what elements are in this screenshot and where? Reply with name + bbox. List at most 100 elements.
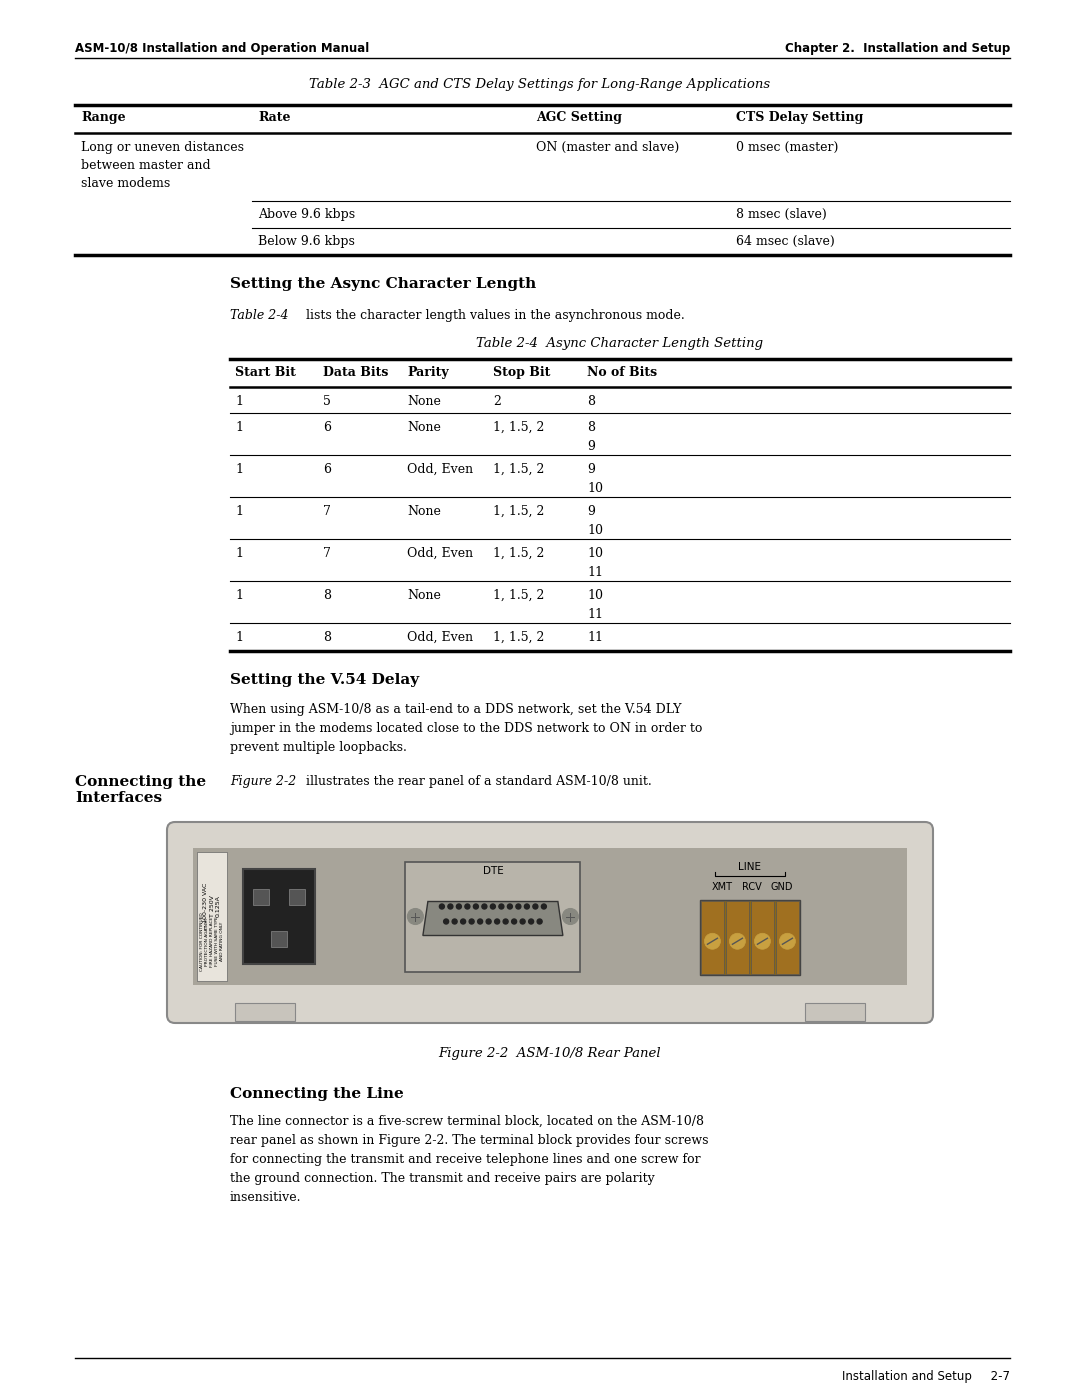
Circle shape: [473, 904, 478, 909]
Text: 10
11: 10 11: [588, 548, 603, 578]
Text: When using ASM-10/8 as a tail-end to a DDS network, set the V.54 DLY
jumper in t: When using ASM-10/8 as a tail-end to a D…: [230, 703, 702, 754]
Circle shape: [486, 919, 491, 923]
Text: Setting the Async Character Length: Setting the Async Character Length: [230, 277, 537, 291]
Bar: [805, 1003, 865, 1021]
Circle shape: [729, 933, 745, 949]
Text: 6: 6: [323, 420, 330, 434]
Text: Above 9.6 kbps: Above 9.6 kbps: [258, 208, 355, 221]
Text: 8: 8: [323, 631, 330, 644]
Text: Start Bit: Start Bit: [235, 366, 296, 379]
Text: Setting the V.54 Delay: Setting the V.54 Delay: [230, 673, 419, 687]
Text: 1, 1.5, 2: 1, 1.5, 2: [492, 462, 544, 476]
Text: Table 2-3  AGC and CTS Delay Settings for Long-Range Applications: Table 2-3 AGC and CTS Delay Settings for…: [310, 78, 770, 91]
Text: Parity: Parity: [407, 366, 448, 379]
Text: 2: 2: [492, 395, 501, 408]
Text: Below 9.6 kbps: Below 9.6 kbps: [258, 235, 355, 249]
Circle shape: [512, 919, 516, 923]
Text: Installation and Setup     2-7: Installation and Setup 2-7: [842, 1370, 1010, 1383]
Circle shape: [464, 904, 470, 909]
Text: CAUTION: FOR CONTINUED
PROTECTION AGAINST
FIRE HAZARD REPLACE
FUSE WITH SAME TYP: CAUTION: FOR CONTINUED PROTECTION AGAINS…: [200, 912, 224, 971]
Bar: [405, 862, 580, 971]
Bar: [289, 888, 305, 904]
Circle shape: [563, 908, 579, 925]
Text: 10
11: 10 11: [588, 590, 603, 620]
Text: Rate: Rate: [258, 110, 291, 124]
Circle shape: [477, 919, 483, 923]
Text: Stop Bit: Stop Bit: [492, 366, 551, 379]
Text: 1: 1: [235, 590, 243, 602]
Circle shape: [537, 919, 542, 923]
Text: 7: 7: [323, 504, 330, 518]
Text: LINE: LINE: [739, 862, 761, 872]
Text: illustrates the rear panel of a standard ASM-10/8 unit.: illustrates the rear panel of a standard…: [302, 775, 651, 788]
Text: Odd, Even: Odd, Even: [407, 462, 473, 476]
Circle shape: [780, 933, 795, 949]
Text: 64 msec (slave): 64 msec (slave): [735, 235, 835, 249]
Bar: [726, 901, 748, 974]
Text: Chapter 2.  Installation and Setup: Chapter 2. Installation and Setup: [785, 42, 1010, 54]
Bar: [253, 888, 269, 904]
Text: Odd, Even: Odd, Even: [407, 548, 473, 560]
Circle shape: [541, 904, 546, 909]
Text: Data Bits: Data Bits: [323, 366, 389, 379]
Circle shape: [516, 904, 521, 909]
Text: 8: 8: [323, 590, 330, 602]
Bar: [775, 901, 799, 974]
Text: 1: 1: [235, 420, 243, 434]
Text: None: None: [407, 590, 441, 602]
Circle shape: [453, 919, 457, 923]
Circle shape: [457, 904, 461, 909]
Circle shape: [503, 919, 508, 923]
Polygon shape: [423, 901, 563, 936]
Text: 1: 1: [235, 395, 243, 408]
Bar: [271, 930, 287, 947]
Text: XMT: XMT: [712, 882, 732, 893]
Text: DTE: DTE: [483, 866, 503, 876]
Text: RCV: RCV: [742, 882, 761, 893]
Text: 5: 5: [323, 395, 330, 408]
Text: Connecting the
Interfaces: Connecting the Interfaces: [75, 775, 206, 805]
Circle shape: [495, 919, 500, 923]
Circle shape: [490, 904, 496, 909]
Text: Range: Range: [81, 110, 125, 124]
Circle shape: [528, 919, 534, 923]
Text: None: None: [407, 504, 441, 518]
Text: The line connector is a five-screw terminal block, located on the ASM-10/8
rear : The line connector is a five-screw termi…: [230, 1115, 708, 1204]
Text: 1, 1.5, 2: 1, 1.5, 2: [492, 631, 544, 644]
Text: Long or uneven distances
between master and
slave modems: Long or uneven distances between master …: [81, 141, 244, 190]
Bar: [243, 869, 315, 964]
Circle shape: [704, 933, 720, 949]
Circle shape: [461, 919, 465, 923]
Circle shape: [448, 904, 453, 909]
Circle shape: [407, 908, 423, 925]
Text: ON (master and slave): ON (master and slave): [536, 141, 679, 154]
Circle shape: [482, 904, 487, 909]
Text: Connecting the Line: Connecting the Line: [230, 1087, 404, 1101]
Bar: [193, 848, 907, 985]
Text: 1, 1.5, 2: 1, 1.5, 2: [492, 420, 544, 434]
Text: Figure 2-2: Figure 2-2: [230, 775, 296, 788]
Text: Table 2-4  Async Character Length Setting: Table 2-4 Async Character Length Setting: [476, 337, 764, 351]
Text: 6: 6: [323, 462, 330, 476]
Text: No of Bits: No of Bits: [588, 366, 657, 379]
Text: 1, 1.5, 2: 1, 1.5, 2: [492, 504, 544, 518]
Text: 1: 1: [235, 504, 243, 518]
Circle shape: [532, 904, 538, 909]
Text: GND: GND: [771, 882, 793, 893]
Text: None: None: [407, 420, 441, 434]
Circle shape: [444, 919, 448, 923]
Text: ~ 100-230 VAC
T 250V
0.125A: ~ 100-230 VAC T 250V 0.125A: [203, 883, 221, 930]
Text: CTS Delay Setting: CTS Delay Setting: [735, 110, 863, 124]
Text: AGC Setting: AGC Setting: [536, 110, 622, 124]
Text: Odd, Even: Odd, Even: [407, 631, 473, 644]
Text: 1, 1.5, 2: 1, 1.5, 2: [492, 548, 544, 560]
Text: 1: 1: [235, 548, 243, 560]
Text: 1: 1: [235, 462, 243, 476]
Circle shape: [508, 904, 512, 909]
Text: 1, 1.5, 2: 1, 1.5, 2: [492, 590, 544, 602]
Circle shape: [755, 933, 770, 949]
Text: ASM-10/8 Installation and Operation Manual: ASM-10/8 Installation and Operation Manu…: [75, 42, 369, 54]
Text: 1: 1: [235, 631, 243, 644]
Text: 8 msec (slave): 8 msec (slave): [735, 208, 827, 221]
Text: 0 msec (master): 0 msec (master): [735, 141, 838, 154]
